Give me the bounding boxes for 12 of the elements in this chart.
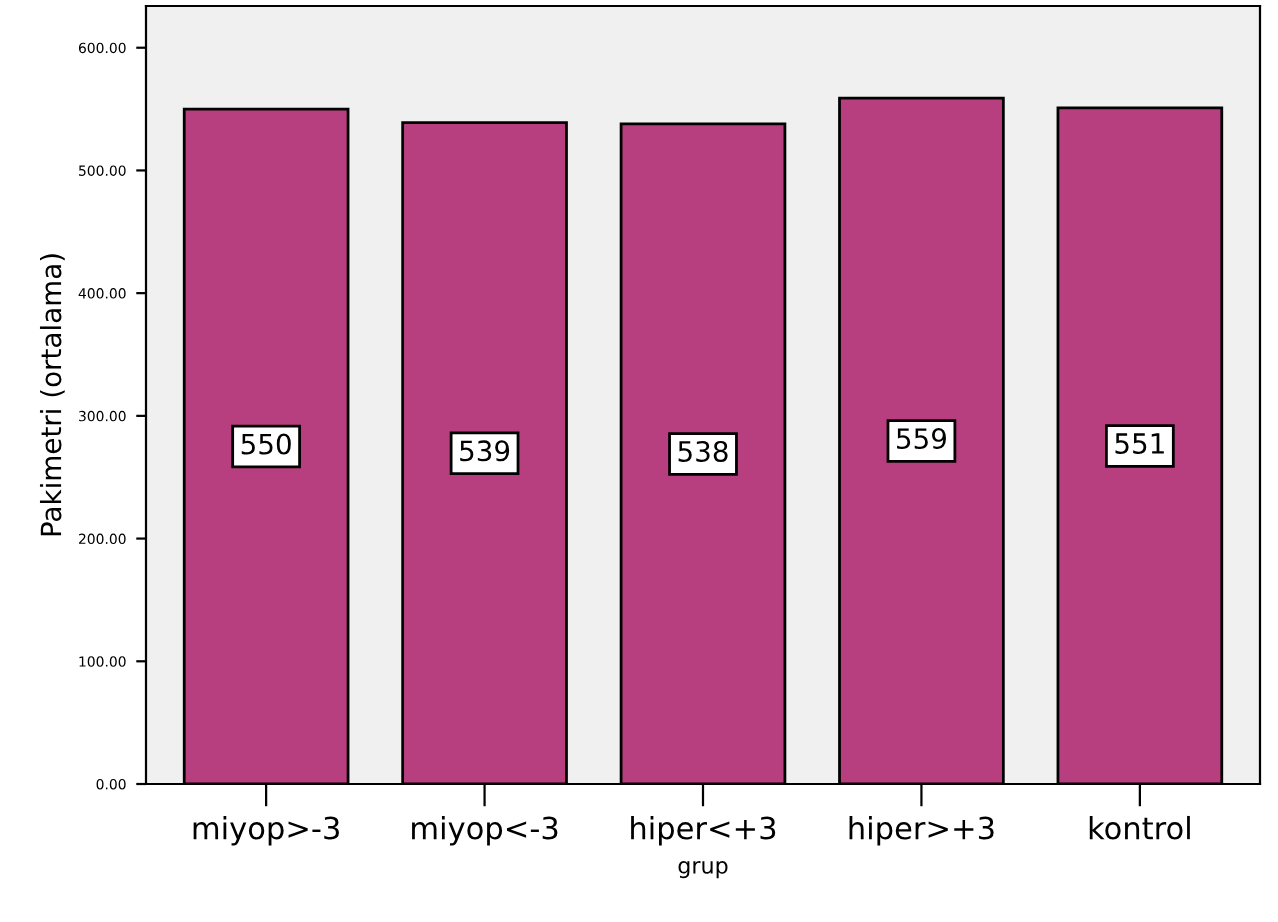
x-tick-label: hiper>+3 bbox=[849, 815, 994, 846]
x-tick-label: miyop>-3 bbox=[193, 815, 339, 846]
data-label: 538 bbox=[678, 440, 728, 462]
data-label: 539 bbox=[460, 440, 510, 462]
data-label: 551 bbox=[1115, 433, 1164, 454]
data-label: 550 bbox=[241, 433, 291, 455]
x-axis-title: grup bbox=[678, 861, 728, 879]
x-tick-label: miyop<-3 bbox=[412, 815, 558, 846]
x-tick-label: kontrol bbox=[1089, 815, 1190, 840]
x-tick-label: hiper<+3 bbox=[631, 815, 776, 846]
data-label: 559 bbox=[897, 428, 946, 450]
y-axis-title: Pakimetri (ortalama) bbox=[39, 254, 65, 536]
